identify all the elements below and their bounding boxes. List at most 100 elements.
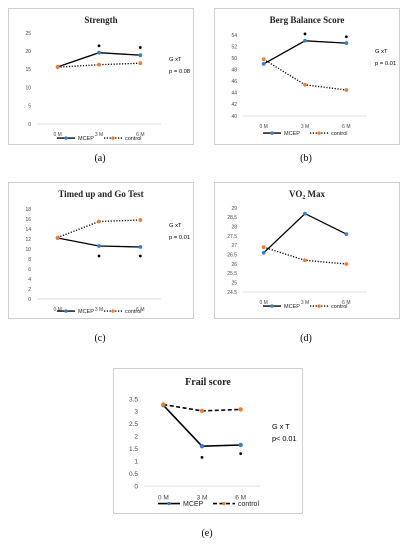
interaction-annotation: p< 0.01 xyxy=(272,434,297,443)
data-point-control xyxy=(344,262,349,266)
y-tick-label: 26.5 xyxy=(227,252,237,258)
y-tick-label: 27 xyxy=(231,243,237,249)
legend-marker-control xyxy=(222,501,226,506)
y-tick-label: 27.5 xyxy=(227,234,237,240)
y-tick-label: 40 xyxy=(231,114,237,120)
legend-label-mcep: MCEP xyxy=(183,501,204,508)
data-point-control xyxy=(161,402,166,407)
chart-svg-d: VO2 Max 24.5 25 25.5 26 26.5 27 27.5 28 28.5 29 0 M… xyxy=(227,189,367,310)
data-point-mcep xyxy=(303,211,307,216)
data-point-mcep xyxy=(138,53,143,58)
legend-marker-control xyxy=(317,131,321,135)
chart-title: Berg Balance Score xyxy=(270,15,345,25)
x-tick-label: 6 M xyxy=(235,495,246,502)
chart-svg-b: Berg Balance Score 40 42 44 46 48 50 52 54 0 M 3 M… xyxy=(231,15,396,137)
significance-marker xyxy=(97,44,101,48)
y-tick-label: 20 xyxy=(25,49,31,55)
title-subscript: 2 xyxy=(302,195,305,201)
y-tick-label: 42 xyxy=(231,102,237,108)
significance-marker xyxy=(239,452,243,456)
x-tick-label: 0 M xyxy=(53,132,61,138)
chart-panel-c: Timed up and Go Test 0 2 4 6 8 10 12 14 16 18 0 M 3 … xyxy=(8,182,194,319)
series-line-mcep xyxy=(263,40,347,65)
y-tick-label: 10 xyxy=(25,85,31,91)
x-tick-label: 3 M xyxy=(95,132,103,138)
y-tick-label: 6 xyxy=(28,267,31,273)
y-tick-label: 48 xyxy=(231,67,237,73)
significance-marker xyxy=(97,254,101,258)
series-line-control xyxy=(263,246,347,265)
data-point-control xyxy=(261,245,266,250)
y-tick-label: 28.5 xyxy=(227,215,237,221)
legend-marker-mcep xyxy=(167,501,171,506)
x-tick-label: 6 M xyxy=(136,132,144,138)
data-point-control xyxy=(303,258,307,263)
y-tick-label: 46 xyxy=(231,79,237,85)
y-tick-label: 2 xyxy=(28,287,31,293)
caption-a: (a) xyxy=(94,153,106,164)
significance-marker xyxy=(138,254,142,258)
data-point-mcep xyxy=(199,444,205,449)
chart-panel-a: Strength 0 5 10 15 20 25 0 M 3 M 6 M G xT p = 0.08 M… xyxy=(8,8,194,145)
y-tick-label: 0 xyxy=(28,122,31,128)
y-tick-label: 12 xyxy=(25,237,31,243)
chart-svg-e: Frail score 0 0.5 1 1.5 2 2.5 3 3.5 0 M 3 M 6 M G x … xyxy=(129,377,297,508)
caption-d: (d) xyxy=(300,333,312,344)
x-tick-label: 3 M xyxy=(95,307,103,313)
legend-marker-control xyxy=(317,304,321,308)
caption-b: (b) xyxy=(300,153,312,164)
y-tick-label: 29 xyxy=(231,206,237,212)
y-tick-label: 28 xyxy=(231,224,237,230)
legend-label-control: control xyxy=(125,309,142,315)
data-point-control xyxy=(344,88,349,92)
significance-marker xyxy=(344,35,348,39)
x-tick-label: 0 M xyxy=(259,124,267,130)
caption-c: (c) xyxy=(94,333,106,344)
y-tick-label: 0.5 xyxy=(129,471,138,478)
interaction-annotation: G xT xyxy=(169,223,182,229)
data-point-mcep xyxy=(97,244,101,248)
x-tick-label: 3 M xyxy=(301,124,309,130)
data-point-mcep xyxy=(138,245,143,249)
legend-label-mcep: MCEP xyxy=(78,309,94,315)
y-tick-label: 52 xyxy=(231,44,237,50)
interaction-annotation: p = 0.01 xyxy=(375,61,396,67)
chart-panel-b: Berg Balance Score 40 42 44 46 48 50 52 54 0 M 3 M… xyxy=(214,8,400,145)
data-point-control xyxy=(238,407,243,412)
significance-marker xyxy=(303,32,307,36)
y-tick-label: 0 xyxy=(134,483,138,490)
y-tick-label: 1.5 xyxy=(129,446,138,453)
legend-marker-mcep xyxy=(270,304,274,308)
legend-marker-mcep xyxy=(64,309,68,313)
interaction-annotation: p = 0.08 xyxy=(169,69,190,75)
legend-marker-mcep xyxy=(270,131,274,135)
y-tick-label: 25 xyxy=(25,31,31,37)
legend-label-control: control xyxy=(331,131,348,137)
y-tick-label: 5 xyxy=(28,104,31,110)
y-tick-label: 25.5 xyxy=(227,271,237,277)
data-point-control xyxy=(97,219,101,224)
legend-marker-control xyxy=(111,309,115,313)
data-point-control xyxy=(138,218,143,222)
y-tick-label: 0 xyxy=(28,297,31,303)
data-point-control xyxy=(55,65,60,70)
x-tick-label: 3 M xyxy=(197,495,208,502)
legend-label-control: control xyxy=(331,304,348,310)
y-tick-label: 44 xyxy=(231,91,237,97)
x-tick-label: 0 M xyxy=(259,300,267,306)
x-tick-label: 6 M xyxy=(342,300,350,306)
data-point-control xyxy=(261,57,266,62)
y-tick-label: 10 xyxy=(25,247,31,253)
data-point-mcep xyxy=(238,442,243,448)
y-tick-label: 4 xyxy=(28,277,31,283)
y-tick-label: 14 xyxy=(25,227,31,233)
chart-title: VO2 Max xyxy=(289,189,325,201)
legend-label-mcep: MCEP xyxy=(284,304,300,310)
data-point-control xyxy=(199,408,205,414)
data-point-mcep xyxy=(303,38,307,43)
y-tick-label: 26 xyxy=(231,262,237,268)
chart-title: Strength xyxy=(84,15,117,25)
y-tick-label: 3 xyxy=(134,409,138,416)
interaction-annotation: G xT xyxy=(375,49,388,55)
data-point-control xyxy=(138,61,143,66)
